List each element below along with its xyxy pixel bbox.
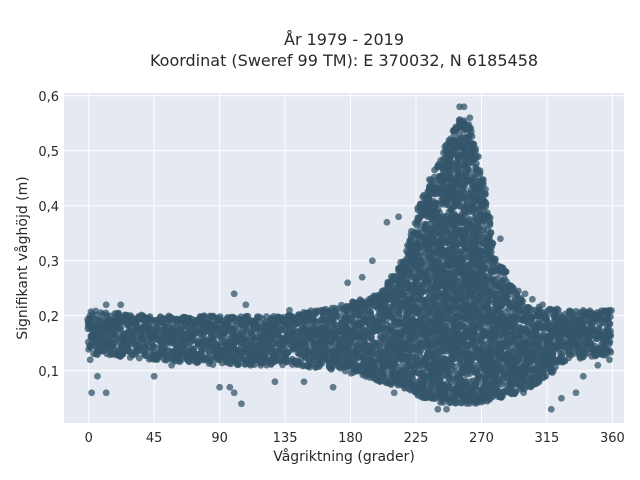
data-point <box>92 307 100 315</box>
data-point <box>249 335 257 343</box>
data-point <box>209 361 217 368</box>
data-point <box>466 124 473 132</box>
data-point <box>419 260 426 268</box>
data-point <box>230 325 238 333</box>
data-point <box>150 343 158 351</box>
data-point <box>244 312 252 320</box>
data-point <box>280 344 287 352</box>
data-point <box>267 342 275 350</box>
data-point <box>163 322 170 329</box>
data-point <box>174 355 182 363</box>
data-point <box>465 166 473 174</box>
data-point <box>468 133 476 140</box>
data-point <box>117 323 125 331</box>
data-point <box>475 153 482 161</box>
data-points <box>84 103 615 413</box>
data-point <box>200 312 208 320</box>
data-point <box>235 361 243 368</box>
chart-title-line2: Koordinat (Sweref 99 TM): E 370032, N 61… <box>150 51 538 70</box>
chart-title-line1: År 1979 - 2019 <box>284 30 404 49</box>
data-point <box>193 359 201 367</box>
data-point <box>135 354 143 362</box>
data-point <box>165 315 173 322</box>
data-point <box>188 338 196 345</box>
data-point <box>124 345 132 352</box>
data-point <box>282 358 290 366</box>
data-point <box>243 325 251 333</box>
data-point <box>481 190 488 198</box>
data-point <box>472 380 480 387</box>
data-point <box>144 316 152 324</box>
data-point <box>476 169 484 177</box>
data-point <box>395 311 403 319</box>
data-point <box>467 139 475 147</box>
data-point <box>486 220 494 228</box>
data-point <box>482 200 490 208</box>
